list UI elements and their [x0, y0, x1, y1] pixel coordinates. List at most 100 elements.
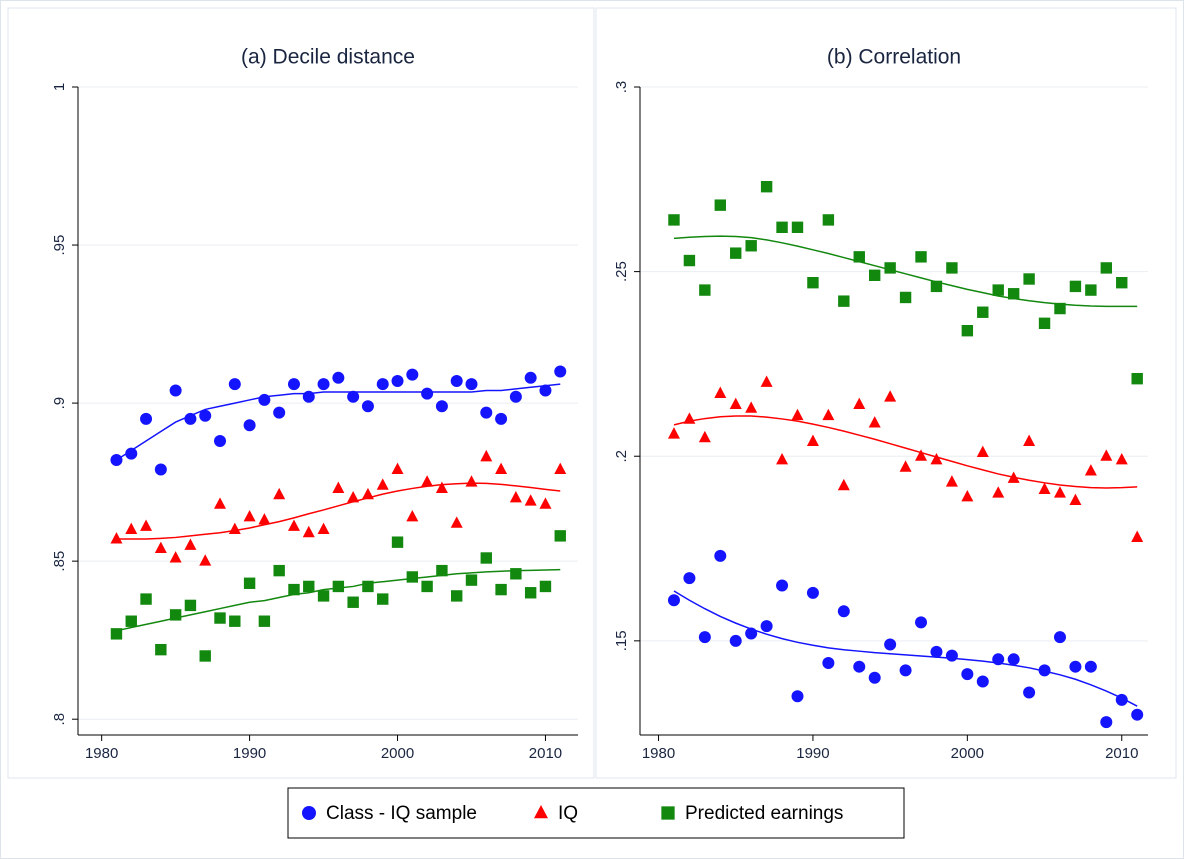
point: [229, 615, 241, 627]
legend-label: IQ: [558, 803, 578, 824]
point: [155, 643, 167, 656]
point: [698, 631, 711, 644]
point: [976, 675, 989, 688]
point: [683, 254, 696, 267]
point: [1007, 471, 1020, 483]
y-tick-label: .25: [613, 261, 630, 282]
point: [495, 412, 508, 425]
point: [480, 552, 492, 564]
point: [539, 384, 552, 397]
point: [992, 284, 1004, 296]
x-tick-label: 2010: [1105, 745, 1138, 762]
point: [406, 571, 419, 583]
y-tick-label: 1: [51, 83, 68, 91]
point: [154, 463, 167, 476]
point: [421, 387, 434, 400]
point: [421, 580, 433, 593]
point: [1038, 482, 1051, 494]
point: [510, 568, 522, 580]
x-tick-label: 2010: [529, 745, 562, 762]
y-tick-label: .8: [51, 713, 68, 726]
fit-line: [116, 482, 561, 540]
point: [288, 583, 300, 596]
point: [884, 262, 896, 274]
point: [1100, 262, 1113, 274]
point: [776, 221, 788, 234]
point: [868, 671, 881, 684]
point: [273, 406, 286, 419]
point: [273, 487, 286, 500]
point: [465, 574, 478, 586]
point: [243, 509, 256, 522]
point: [1007, 653, 1020, 666]
panel-title: (a) Decile distance: [241, 46, 415, 69]
point: [961, 324, 974, 337]
point: [822, 657, 835, 669]
point: [899, 460, 912, 472]
point: [745, 627, 758, 640]
point: [480, 406, 493, 419]
point: [450, 374, 463, 387]
point: [1115, 453, 1128, 465]
point: [361, 487, 374, 500]
point: [1131, 372, 1143, 385]
point: [961, 668, 974, 681]
point: [332, 371, 345, 384]
point: [992, 486, 1005, 498]
point: [729, 634, 742, 647]
point: [228, 378, 241, 391]
point: [332, 580, 345, 593]
point: [1038, 317, 1051, 330]
point: [930, 280, 943, 293]
point: [807, 276, 819, 289]
point: [1085, 284, 1097, 296]
point: [258, 615, 271, 627]
point: [169, 384, 182, 397]
point: [243, 577, 256, 589]
point: [776, 453, 789, 465]
point: [243, 419, 256, 432]
point: [837, 605, 850, 618]
legend-marker: [661, 806, 675, 820]
point: [838, 295, 850, 307]
point: [1038, 664, 1051, 677]
point: [495, 583, 507, 596]
point: [391, 536, 404, 548]
point: [1023, 686, 1036, 699]
point: [317, 590, 330, 602]
point: [199, 409, 212, 422]
point: [554, 365, 567, 378]
point: [1053, 631, 1066, 644]
point: [945, 475, 958, 487]
point: [698, 430, 711, 443]
point: [435, 481, 448, 493]
y-tick-label: .15: [613, 630, 630, 651]
point: [667, 427, 680, 439]
point: [791, 408, 804, 421]
point: [683, 412, 696, 424]
point: [915, 449, 928, 461]
point: [524, 587, 537, 599]
point: [421, 475, 434, 487]
point: [524, 371, 537, 384]
point: [760, 180, 773, 193]
point: [302, 390, 315, 403]
point: [436, 564, 448, 577]
x-tick-label: 1980: [642, 745, 675, 762]
point: [884, 638, 897, 651]
point: [1053, 486, 1066, 498]
point: [362, 580, 374, 593]
point: [668, 214, 680, 226]
point: [435, 400, 448, 413]
point: [1054, 302, 1066, 315]
point: [822, 214, 835, 226]
point: [837, 478, 850, 491]
point: [317, 522, 330, 535]
fit-line: [673, 415, 1138, 489]
point: [273, 564, 285, 577]
point: [1023, 273, 1035, 285]
point: [992, 653, 1005, 666]
x-tick-label: 2000: [951, 745, 984, 762]
point: [465, 475, 478, 487]
point: [853, 660, 866, 673]
